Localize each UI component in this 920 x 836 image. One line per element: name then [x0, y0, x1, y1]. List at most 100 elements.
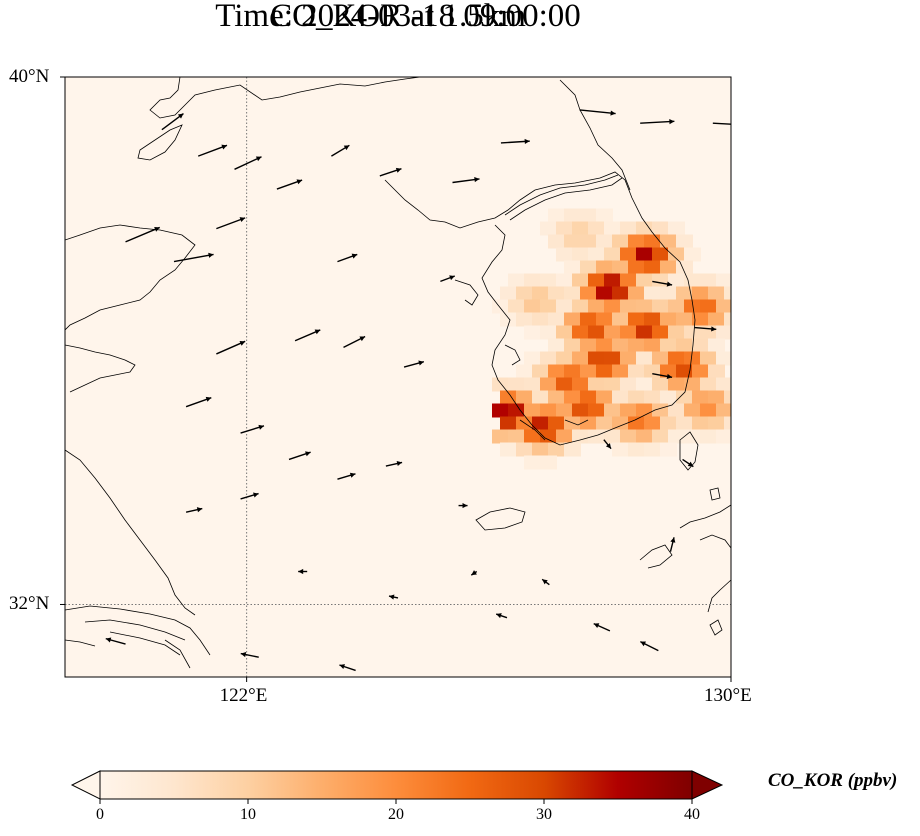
- co-cell: [556, 403, 573, 418]
- co-cell: [556, 247, 573, 262]
- co-cell: [500, 416, 517, 431]
- wind-arrow: [500, 138, 530, 145]
- wind-arrow: [185, 507, 203, 513]
- co-cell: [580, 208, 597, 223]
- co-cell: [684, 377, 701, 392]
- co-cell: [596, 234, 613, 249]
- co-cell: [644, 390, 661, 405]
- wind-arrow: [652, 280, 673, 287]
- lat-tick-label: 32°N: [9, 593, 50, 615]
- co-cell: [636, 325, 653, 340]
- wind-arrow: [185, 396, 212, 408]
- co-cell: [636, 429, 653, 444]
- co-cell: [684, 325, 701, 340]
- co-cell: [580, 312, 597, 327]
- co-cell: [548, 364, 565, 379]
- co-cell: [660, 416, 677, 431]
- co-cell: [700, 273, 717, 288]
- lat-tick-label: 40°N: [9, 66, 50, 87]
- co-cell: [588, 273, 605, 288]
- colorbar-tick-marks: [99, 799, 693, 804]
- co-cell: [580, 338, 597, 353]
- co-cell: [548, 286, 565, 301]
- wind-arrow: [161, 112, 184, 131]
- co-cell: [668, 429, 685, 444]
- co-cell: [516, 390, 533, 405]
- japan-coastline: [639, 431, 731, 636]
- co-cell: [540, 351, 557, 366]
- co-cell: [524, 455, 541, 470]
- co-cell: [620, 299, 637, 314]
- co-cell: [492, 429, 509, 444]
- co-cell: [532, 390, 549, 405]
- co-cell: [692, 416, 709, 431]
- co-cell: [572, 325, 589, 340]
- co-cell: [596, 338, 613, 353]
- map-title-line1: CO_KOR at 1.5km: [270, 0, 526, 34]
- co-cell: [604, 351, 621, 366]
- co-cell: [572, 273, 589, 288]
- co-cell: [692, 286, 709, 301]
- co-cell: [716, 299, 731, 314]
- co-cell: [652, 325, 669, 340]
- co-cell: [708, 286, 725, 301]
- co-cell: [548, 390, 565, 405]
- wind-arrow: [712, 122, 731, 125]
- wind-arrow: [173, 252, 214, 263]
- co-cell: [588, 299, 605, 314]
- co-cell: [508, 429, 525, 444]
- wind-arrow: [652, 373, 673, 379]
- co-cell: [556, 377, 573, 392]
- co-cell: [500, 442, 517, 457]
- co-cell: [724, 390, 731, 405]
- co-cell: [572, 299, 589, 314]
- co-cell: [668, 325, 685, 340]
- co-cell: [580, 260, 597, 275]
- wind-arrow: [240, 424, 265, 434]
- co-cell: [716, 273, 731, 288]
- wind-arrow: [452, 176, 480, 184]
- wind-arrow: [125, 226, 161, 243]
- co-cell: [644, 416, 661, 431]
- colorbar: [70, 770, 724, 804]
- wind-arrow: [403, 360, 425, 368]
- colorbar-tick-label: 40: [684, 806, 700, 823]
- colorbar-body: [99, 770, 693, 800]
- co-cell: [620, 429, 637, 444]
- co-cell: [564, 416, 581, 431]
- co-cell: [564, 338, 581, 353]
- co-cell: [628, 312, 645, 327]
- wind-arrow: [385, 460, 403, 467]
- co-cell: [564, 442, 581, 457]
- co-cell: [636, 247, 653, 262]
- co-cell: [620, 403, 637, 418]
- wind-arrow: [343, 335, 366, 348]
- co-cell: [572, 247, 589, 262]
- co-cell: [524, 273, 541, 288]
- lon-tick-label: 130°E: [704, 685, 752, 706]
- co-cell: [652, 221, 669, 236]
- co-cell: [668, 221, 685, 236]
- co-cell: [604, 403, 621, 418]
- wind-arrow: [579, 109, 616, 116]
- wind-arrow: [298, 568, 308, 575]
- co-cell: [572, 429, 589, 444]
- co-cell: [508, 377, 525, 392]
- wind-arrow: [294, 329, 321, 342]
- co-cell: [524, 403, 541, 418]
- co-cell: [636, 273, 653, 288]
- colorbar-label: CO_KOR (ppbv): [768, 770, 898, 791]
- co-cell: [580, 286, 597, 301]
- co-cell: [628, 416, 645, 431]
- co-cell: [676, 260, 693, 275]
- co-cell: [684, 247, 701, 262]
- co-cell: [708, 338, 725, 353]
- wind-arrow: [669, 537, 676, 552]
- wind-arrow: [603, 439, 612, 450]
- co-cell: [700, 429, 717, 444]
- co-cell: [692, 364, 709, 379]
- co-cell: [620, 221, 637, 236]
- co-cell: [508, 273, 525, 288]
- wind-arrow: [379, 167, 402, 177]
